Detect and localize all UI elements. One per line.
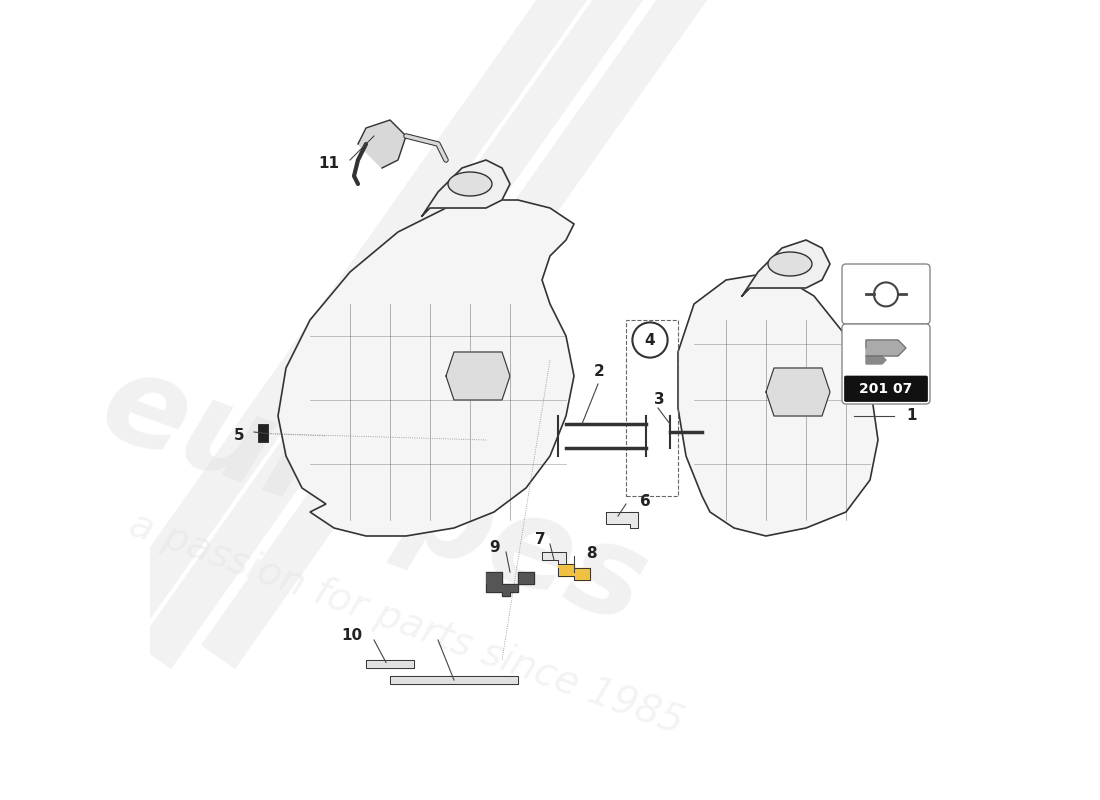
Polygon shape <box>678 272 878 536</box>
Text: 11: 11 <box>319 157 340 171</box>
Text: 4: 4 <box>645 333 656 347</box>
Text: 201 07: 201 07 <box>859 382 913 396</box>
Polygon shape <box>358 120 406 168</box>
Polygon shape <box>742 240 830 296</box>
Polygon shape <box>366 660 414 668</box>
Polygon shape <box>542 552 566 564</box>
Text: 10: 10 <box>341 629 362 643</box>
Text: 8: 8 <box>586 546 596 561</box>
Polygon shape <box>558 564 590 580</box>
Polygon shape <box>278 200 574 536</box>
FancyBboxPatch shape <box>842 264 930 324</box>
Polygon shape <box>446 352 510 400</box>
Polygon shape <box>390 676 518 684</box>
Polygon shape <box>766 368 830 416</box>
Text: 3: 3 <box>654 393 664 407</box>
Ellipse shape <box>768 252 812 276</box>
Text: a passion for parts since 1985: a passion for parts since 1985 <box>123 506 689 742</box>
Text: 6: 6 <box>639 494 650 509</box>
Text: 7: 7 <box>536 533 546 547</box>
Bar <box>626 320 678 496</box>
Polygon shape <box>866 340 906 356</box>
FancyBboxPatch shape <box>845 376 927 402</box>
Polygon shape <box>486 572 534 596</box>
Text: europes: europes <box>86 342 662 650</box>
Ellipse shape <box>448 172 492 196</box>
FancyBboxPatch shape <box>842 324 930 404</box>
Bar <box>258 424 267 442</box>
Text: 1: 1 <box>906 409 916 423</box>
Text: 9: 9 <box>490 541 499 555</box>
Polygon shape <box>866 356 886 364</box>
Text: 5: 5 <box>234 429 244 443</box>
Polygon shape <box>422 160 510 216</box>
Text: 2: 2 <box>594 365 605 379</box>
Polygon shape <box>606 512 638 528</box>
